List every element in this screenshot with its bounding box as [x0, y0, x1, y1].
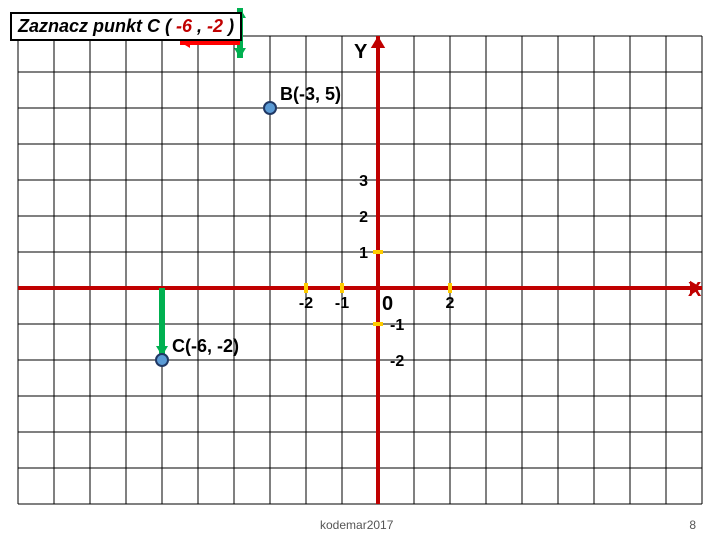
page-number: 8	[689, 518, 696, 532]
task-title-sep: ,	[192, 16, 207, 36]
y-tick-label: 2	[359, 209, 368, 226]
point-b-label: B(-3, 5)	[280, 84, 341, 104]
task-title-prefix: Zaznacz punkt C (	[18, 16, 176, 36]
coordinate-plane: -2 -1 2 3 2 1 -1 -2 0 Y X B(-3, 5) C(-6, -2)	[0, 0, 720, 540]
task-title-cy: -2	[207, 16, 223, 36]
point-b-marker	[264, 102, 276, 114]
origin-label: 0	[382, 293, 393, 315]
task-title-cx: -6	[176, 16, 192, 36]
x-tick-label: 2	[446, 295, 455, 312]
x-tick-label: -2	[299, 295, 313, 312]
footer-credit: kodemar2017	[320, 518, 393, 532]
y-tick-label: -1	[390, 317, 404, 334]
point-c-label: C(-6, -2)	[172, 336, 239, 356]
point-c-marker	[156, 354, 168, 366]
task-title-box: Zaznacz punkt C ( -6 , -2 )	[10, 12, 242, 41]
task-title-suffix: )	[223, 16, 234, 36]
x-axis-label: X	[688, 279, 702, 301]
y-tick-label: 1	[359, 245, 368, 262]
y-tick-label: -2	[390, 353, 404, 370]
x-tick-label: -1	[335, 295, 349, 312]
y-axis-label: Y	[354, 41, 368, 63]
y-tick-label: 3	[359, 173, 368, 190]
